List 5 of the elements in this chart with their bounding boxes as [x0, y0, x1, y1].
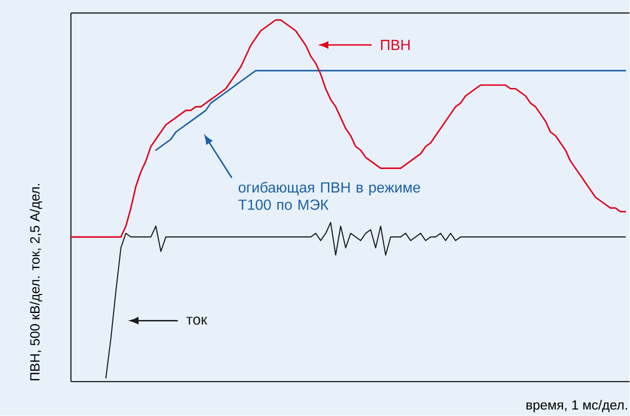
y-axis-title: ПВН, 500 кВ/дел. ток, 2,5 А/дел. — [30, 184, 42, 380]
legend-label: ПВН — [381, 40, 410, 50]
legend-label: ток — [186, 316, 208, 325]
x-axis-title: время, 1 мс/дел. — [526, 400, 627, 412]
text: огибающая ПВН в режиме Т100 по МЭК — [238, 182, 420, 210]
